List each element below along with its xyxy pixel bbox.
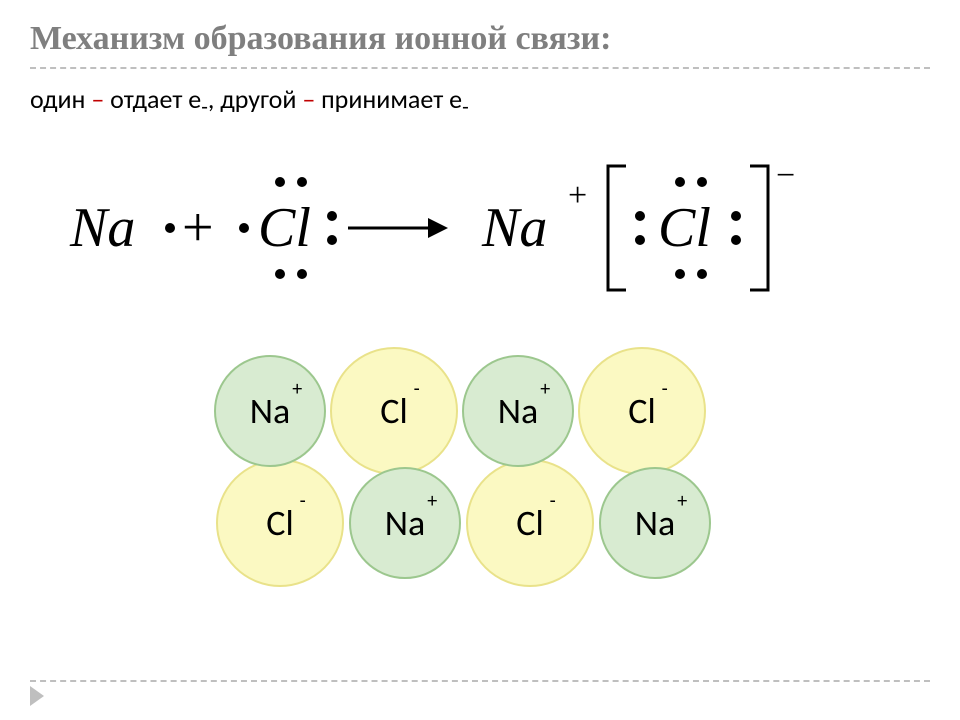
ion-label: Cl- (380, 393, 407, 429)
eq-dot (635, 235, 645, 245)
ion-charge: - (662, 379, 668, 399)
ion-charge: + (677, 491, 687, 511)
slide-title: Механизм образования ионной связи: (30, 18, 930, 61)
footer-divider (30, 680, 930, 682)
eq-arrow-head (428, 218, 448, 238)
chloride-ion: Cl- (216, 459, 344, 587)
eq-cl-charge: − (776, 157, 795, 194)
eq-na-1: Na (69, 197, 135, 259)
eq-dot (275, 177, 285, 187)
lewis-equation: Na + Cl Na + Cl (30, 128, 930, 323)
eq-dot (731, 211, 741, 221)
subtitle-text-1: один (30, 83, 91, 115)
ion-charge: + (292, 379, 302, 399)
subtitle-dash-2: – (302, 83, 315, 115)
eq-cl-1: Cl (258, 197, 311, 259)
ion-charge: + (427, 491, 437, 511)
sodium-ion: Na+ (462, 355, 574, 467)
ion-charge: + (540, 379, 550, 399)
eq-dot (165, 223, 175, 233)
eq-bracket-right (750, 166, 768, 290)
subtitle-text-3: , другой (208, 83, 302, 115)
chloride-ion: Cl- (578, 347, 706, 475)
eq-dot (239, 223, 249, 233)
eq-na-charge: + (568, 177, 587, 214)
ion-label: Cl- (516, 505, 543, 541)
ion-lattice: Cl- Cl- Na+ Cl- Na+ Cl- Na+ Na+ (210, 351, 750, 591)
subtitle-text-2: отдает е (104, 83, 201, 115)
subtitle-sub-1: - (201, 93, 208, 120)
ion-label: Na+ (635, 505, 675, 541)
ion-label: Na+ (498, 393, 538, 429)
eq-cl-2: Cl (658, 197, 711, 259)
sodium-ion: Na+ (599, 467, 711, 579)
eq-dot (297, 269, 307, 279)
chloride-ion: Cl- (466, 459, 594, 587)
eq-dot (327, 235, 337, 245)
eq-dot (327, 211, 337, 221)
eq-dot (697, 269, 707, 279)
eq-na-2: Na (481, 197, 547, 259)
ion-label: Na+ (250, 393, 290, 429)
title-divider (30, 67, 930, 69)
eq-plus-sign: + (182, 197, 214, 259)
subtitle-dash-1: – (91, 83, 104, 115)
ion-label: Na+ (385, 505, 425, 541)
subtitle-sub-2: - (462, 93, 469, 120)
eq-dot (635, 211, 645, 221)
eq-bracket-left (608, 166, 626, 290)
ion-charge: - (300, 491, 306, 511)
eq-dot (275, 269, 285, 279)
ion-label: Cl- (628, 393, 655, 429)
slide-subtitle: один – отдает е-, другой – принимает е- (30, 83, 930, 120)
sodium-ion: Na+ (349, 467, 461, 579)
slide: Механизм образования ионной связи: один … (0, 0, 960, 720)
sodium-ion: Na+ (214, 355, 326, 467)
ion-charge: - (414, 379, 420, 399)
chloride-ion: Cl- (330, 347, 458, 475)
eq-dot (297, 177, 307, 187)
equation-svg: Na + Cl Na + Cl (30, 128, 930, 323)
eq-dot (675, 177, 685, 187)
eq-dot (697, 177, 707, 187)
footer-triangle-icon (30, 686, 44, 706)
eq-dot (731, 235, 741, 245)
ion-label: Cl- (266, 505, 293, 541)
eq-dot (675, 269, 685, 279)
subtitle-text-4: принимает е (315, 83, 462, 115)
ion-charge: - (550, 491, 556, 511)
